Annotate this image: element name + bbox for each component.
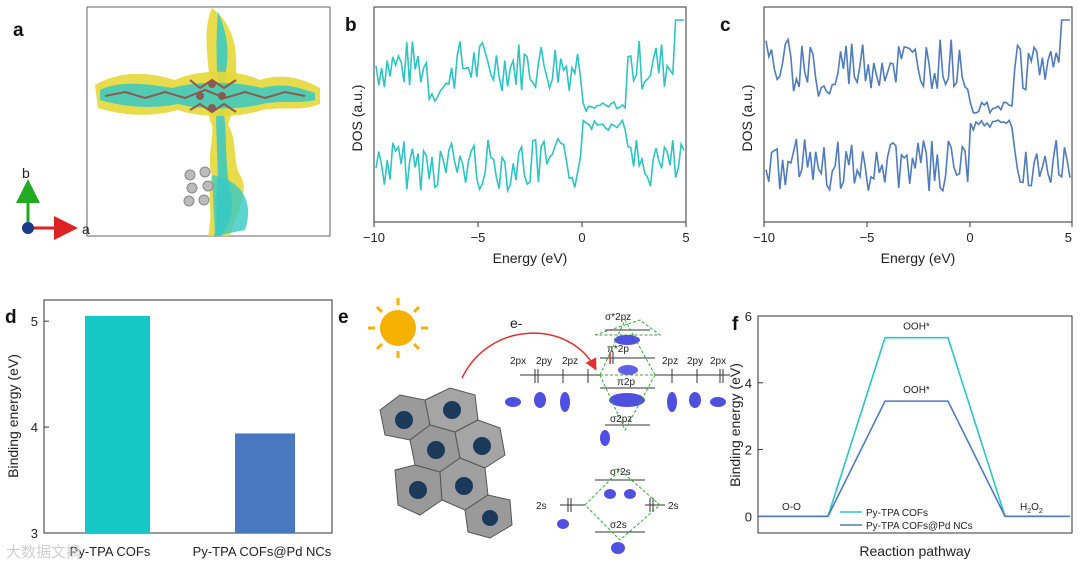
panel-f-energy-profile: 0 2 4 6 OOH* OOH* O-O H2O2 Py-TPA COFs Py-T… — [727, 309, 1073, 559]
legend-entry-cofs: Py-TPA COFs — [866, 508, 928, 519]
dos-c-xtick: −10 — [753, 230, 775, 245]
mo-diagram: 2px 2py 2pz 2pz 2py 2px σ*2pz π*2p π2p σ… — [505, 312, 730, 554]
right-2py-label: 2py — [687, 356, 703, 367]
path-f-ytick-label: 6 — [745, 309, 752, 324]
panel-d-bar-chart: 3 4 5 Py-TPA COFs Py-TPA COFs@Pd NCs Bindi… — [5, 299, 333, 559]
bar-py-tpa-cofs — [85, 315, 150, 533]
panel-label-c: c — [720, 15, 731, 36]
left-2s-label: 2s — [536, 501, 547, 512]
left-2px-label: 2px — [510, 356, 526, 367]
dos-b-xtick: 5 — [682, 230, 689, 245]
sigma-star-2s-label: σ*2s — [610, 467, 631, 478]
panel-label-a: a — [13, 20, 24, 41]
bar-d-ytick-label: 3 — [31, 526, 38, 541]
axis-a-label: a — [82, 221, 90, 237]
cof-honeycomb-icon — [379, 387, 513, 539]
dos-b-xtick: 0 — [578, 230, 585, 245]
dos-c-xlabel: Energy (eV) — [881, 250, 956, 266]
path-f-xlabel: Reaction pathway — [859, 543, 970, 559]
path-f-series-pd — [760, 400, 1070, 518]
path-f-yticks: 0 2 4 6 — [745, 309, 763, 524]
dos-b-xlabel: Energy (eV) — [493, 250, 568, 266]
bar-d-category-0: Py-TPA COFs — [70, 544, 151, 559]
bar-d-ylabel: Binding energy (eV) — [5, 354, 21, 478]
panel-b-dos-chart: −10 −5 0 5 Energy (eV) DOS (a.u.) — [349, 6, 690, 266]
sigma-2s-label: σ2s — [610, 520, 627, 531]
watermark: 大数据文摘 — [6, 544, 82, 561]
path-f-ytick-label: 2 — [745, 443, 752, 458]
dos-b-xticks: −10 −5 0 5 — [363, 222, 690, 245]
sigma-2pz-label: σ2pz — [610, 414, 632, 425]
bar-d-ytick-label: 4 — [31, 420, 38, 435]
dos-c-xtick: −5 — [860, 230, 875, 245]
axis-b-label: b — [22, 165, 30, 181]
start-state-label: O-O — [782, 502, 801, 513]
path-f-ylabel: Binding energy (eV) — [727, 363, 743, 487]
path-f-ytick-label: 0 — [745, 509, 752, 524]
dos-c-xticks: −10 −5 0 5 — [753, 222, 1073, 245]
end-state-label: H2O2 — [1020, 502, 1043, 515]
panel-label-d: d — [5, 307, 17, 328]
dos-c-xtick: 5 — [1065, 230, 1072, 245]
sigma-star-2pz-label: σ*2pz — [605, 312, 631, 323]
pi-2p-label: π2p — [617, 377, 635, 388]
dos-b-xtick: −10 — [363, 230, 385, 245]
path-f-series-cofs — [760, 336, 1070, 518]
right-2px-label: 2px — [710, 356, 726, 367]
dos-b-series-line — [375, 19, 685, 194]
panel-e-schematic: e- 2px 2py 2pz 2pz 2py 2px σ*2pz π*2p — [368, 298, 730, 554]
panel-label-b: b — [345, 15, 357, 36]
panel-label-e: e — [338, 307, 349, 328]
dos-c-series-line — [765, 19, 1071, 193]
dos-b-xtick: −5 — [471, 230, 486, 245]
ooh-label-pd: OOH* — [903, 385, 930, 396]
panel-c-dos-chart: −10 −5 0 5 Energy (eV) DOS (a.u.) — [739, 6, 1073, 266]
panel-a-structure: b a — [15, 6, 331, 240]
dos-c-xtick: 0 — [966, 230, 973, 245]
dos-b-ylabel: DOS (a.u.) — [349, 85, 365, 152]
legend: Py-TPA COFs Py-TPA COFs@Pd NCs — [840, 508, 973, 532]
right-2s-label: 2s — [668, 501, 679, 512]
path-f-ytick-label: 4 — [745, 376, 752, 391]
bar-d-yticks: 3 4 5 — [31, 314, 49, 541]
bar-py-tpa-cofs-pd-ncs — [235, 433, 295, 533]
dos-c-ylabel: DOS (a.u.) — [739, 85, 755, 152]
panel-label-f: f — [732, 314, 739, 335]
electron-label: e- — [510, 315, 523, 331]
sun-icon — [368, 298, 428, 358]
bar-d-category-1: Py-TPA COFs@Pd NCs — [193, 544, 332, 559]
right-2pz-label: 2pz — [662, 356, 678, 367]
bar-d-ytick-label: 5 — [31, 314, 38, 329]
legend-entry-pd: Py-TPA COFs@Pd NCs — [866, 521, 973, 532]
ooh-label-cofs: OOH* — [903, 322, 930, 333]
pi-star-2p-label: π*2p — [607, 344, 629, 355]
left-2pz-label: 2pz — [562, 356, 578, 367]
left-2py-label: 2py — [536, 356, 552, 367]
